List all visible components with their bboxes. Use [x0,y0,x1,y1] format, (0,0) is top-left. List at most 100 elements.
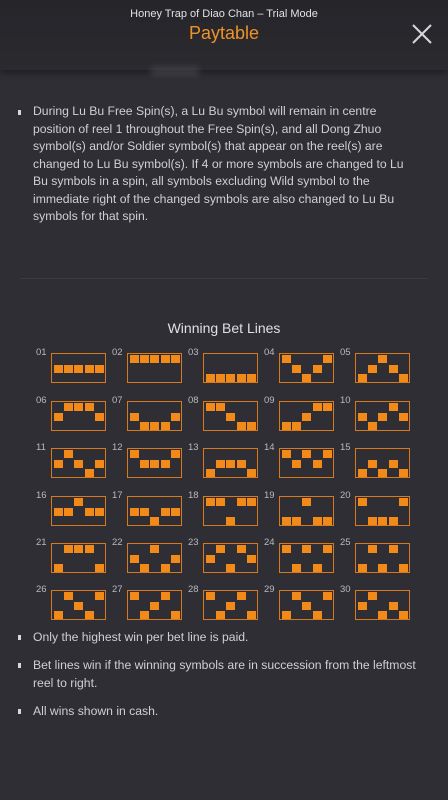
line-square [236,592,246,600]
line-square [206,469,215,477]
bet-line-pattern [127,353,182,383]
line-square [206,592,215,600]
bet-line-number: 20 [340,490,351,501]
line-square [160,459,170,468]
line-square [84,507,94,516]
bet-line-number: 12 [112,442,123,453]
line-square [312,564,322,572]
bet-line-number: 17 [112,490,123,501]
line-square [94,364,104,373]
rule-text: Only the highest win per bet line is pai… [33,630,249,644]
line-square [140,611,150,619]
line-square [312,611,322,619]
bet-line-pattern [279,496,334,526]
line-square [302,498,312,506]
line-square [216,459,226,468]
line-square [292,422,302,430]
bet-line-number: 24 [264,537,275,548]
line-square [54,611,63,619]
line-square [216,611,226,619]
bet-line-number: 06 [36,395,47,406]
rule-text: All wins shown in cash. [33,704,159,718]
bet-line-number: 10 [340,395,351,406]
line-square [322,592,332,600]
line-square [236,374,246,382]
line-square [322,403,332,411]
line-square [206,498,215,506]
list-item: During Lu Bu Free Spin(s), a Lu Bu symbo… [14,103,419,226]
line-square [74,498,84,506]
divider [20,278,428,279]
bet-line-pattern [51,401,106,431]
bet-line-number: 25 [340,537,351,548]
line-square [368,459,378,468]
free-spin-rule-text: During Lu Bu Free Spin(s), a Lu Bu symbo… [33,104,404,223]
bet-line-pattern [279,448,334,478]
line-square [292,564,302,572]
line-square [150,601,160,610]
line-square [282,611,291,619]
game-title: Honey Trap of Diao Chan – Trial Mode [130,8,318,20]
line-square [160,592,170,600]
line-square [398,564,408,572]
line-square [388,364,398,373]
bet-line-pattern [203,401,258,431]
bet-line-pattern [355,543,410,573]
line-square [358,374,367,382]
header: Honey Trap of Diao Chan – Trial Mode Pay… [0,0,448,70]
line-square [140,507,150,516]
line-square [388,403,398,411]
bet-line-pattern [355,496,410,526]
line-square [292,592,302,600]
line-square [140,422,150,430]
line-square [74,403,84,411]
line-square [84,403,94,411]
bet-line-number: 27 [112,584,123,595]
line-square [54,564,63,572]
line-square [282,450,291,458]
bet-line-pattern [279,590,334,620]
bet-line-pattern [355,401,410,431]
bet-line-pattern [203,496,258,526]
line-square [322,545,332,553]
bet-line-pattern [51,496,106,526]
page-title: Paytable [188,23,260,43]
line-square [150,517,160,525]
line-square [64,592,74,600]
line-square [368,364,378,373]
line-square [140,564,150,572]
bet-line-pattern [127,496,182,526]
line-square [54,507,63,516]
close-icon[interactable] [410,22,434,46]
line-square [64,545,74,553]
line-square [160,564,170,572]
line-square [170,450,180,458]
line-square [160,422,170,430]
line-square [74,459,84,468]
line-square [130,507,139,516]
bet-line-pattern [355,353,410,383]
line-square [246,554,256,563]
line-square [282,545,291,553]
line-square [322,517,332,525]
line-square [160,507,170,516]
rule-text: Bet lines win if the winning symbols are… [33,658,416,690]
free-spin-rule: During Lu Bu Free Spin(s), a Lu Bu symbo… [14,103,419,226]
bet-line-pattern [203,448,258,478]
bullet-icon [18,110,21,115]
bet-line-number: 23 [188,537,199,548]
line-square [94,459,104,468]
line-square [378,412,388,421]
bet-line-pattern [355,448,410,478]
line-square [170,412,180,421]
bet-line-number: 22 [112,537,123,548]
line-square [312,459,322,468]
bet-line-number: 13 [188,442,199,453]
rules-list: Only the highest win per bet line is pai… [14,628,424,730]
bet-line-pattern [127,401,182,431]
line-square [94,412,104,421]
line-square [64,364,74,373]
line-square [170,554,180,563]
line-square [388,545,398,553]
line-square [54,364,63,373]
